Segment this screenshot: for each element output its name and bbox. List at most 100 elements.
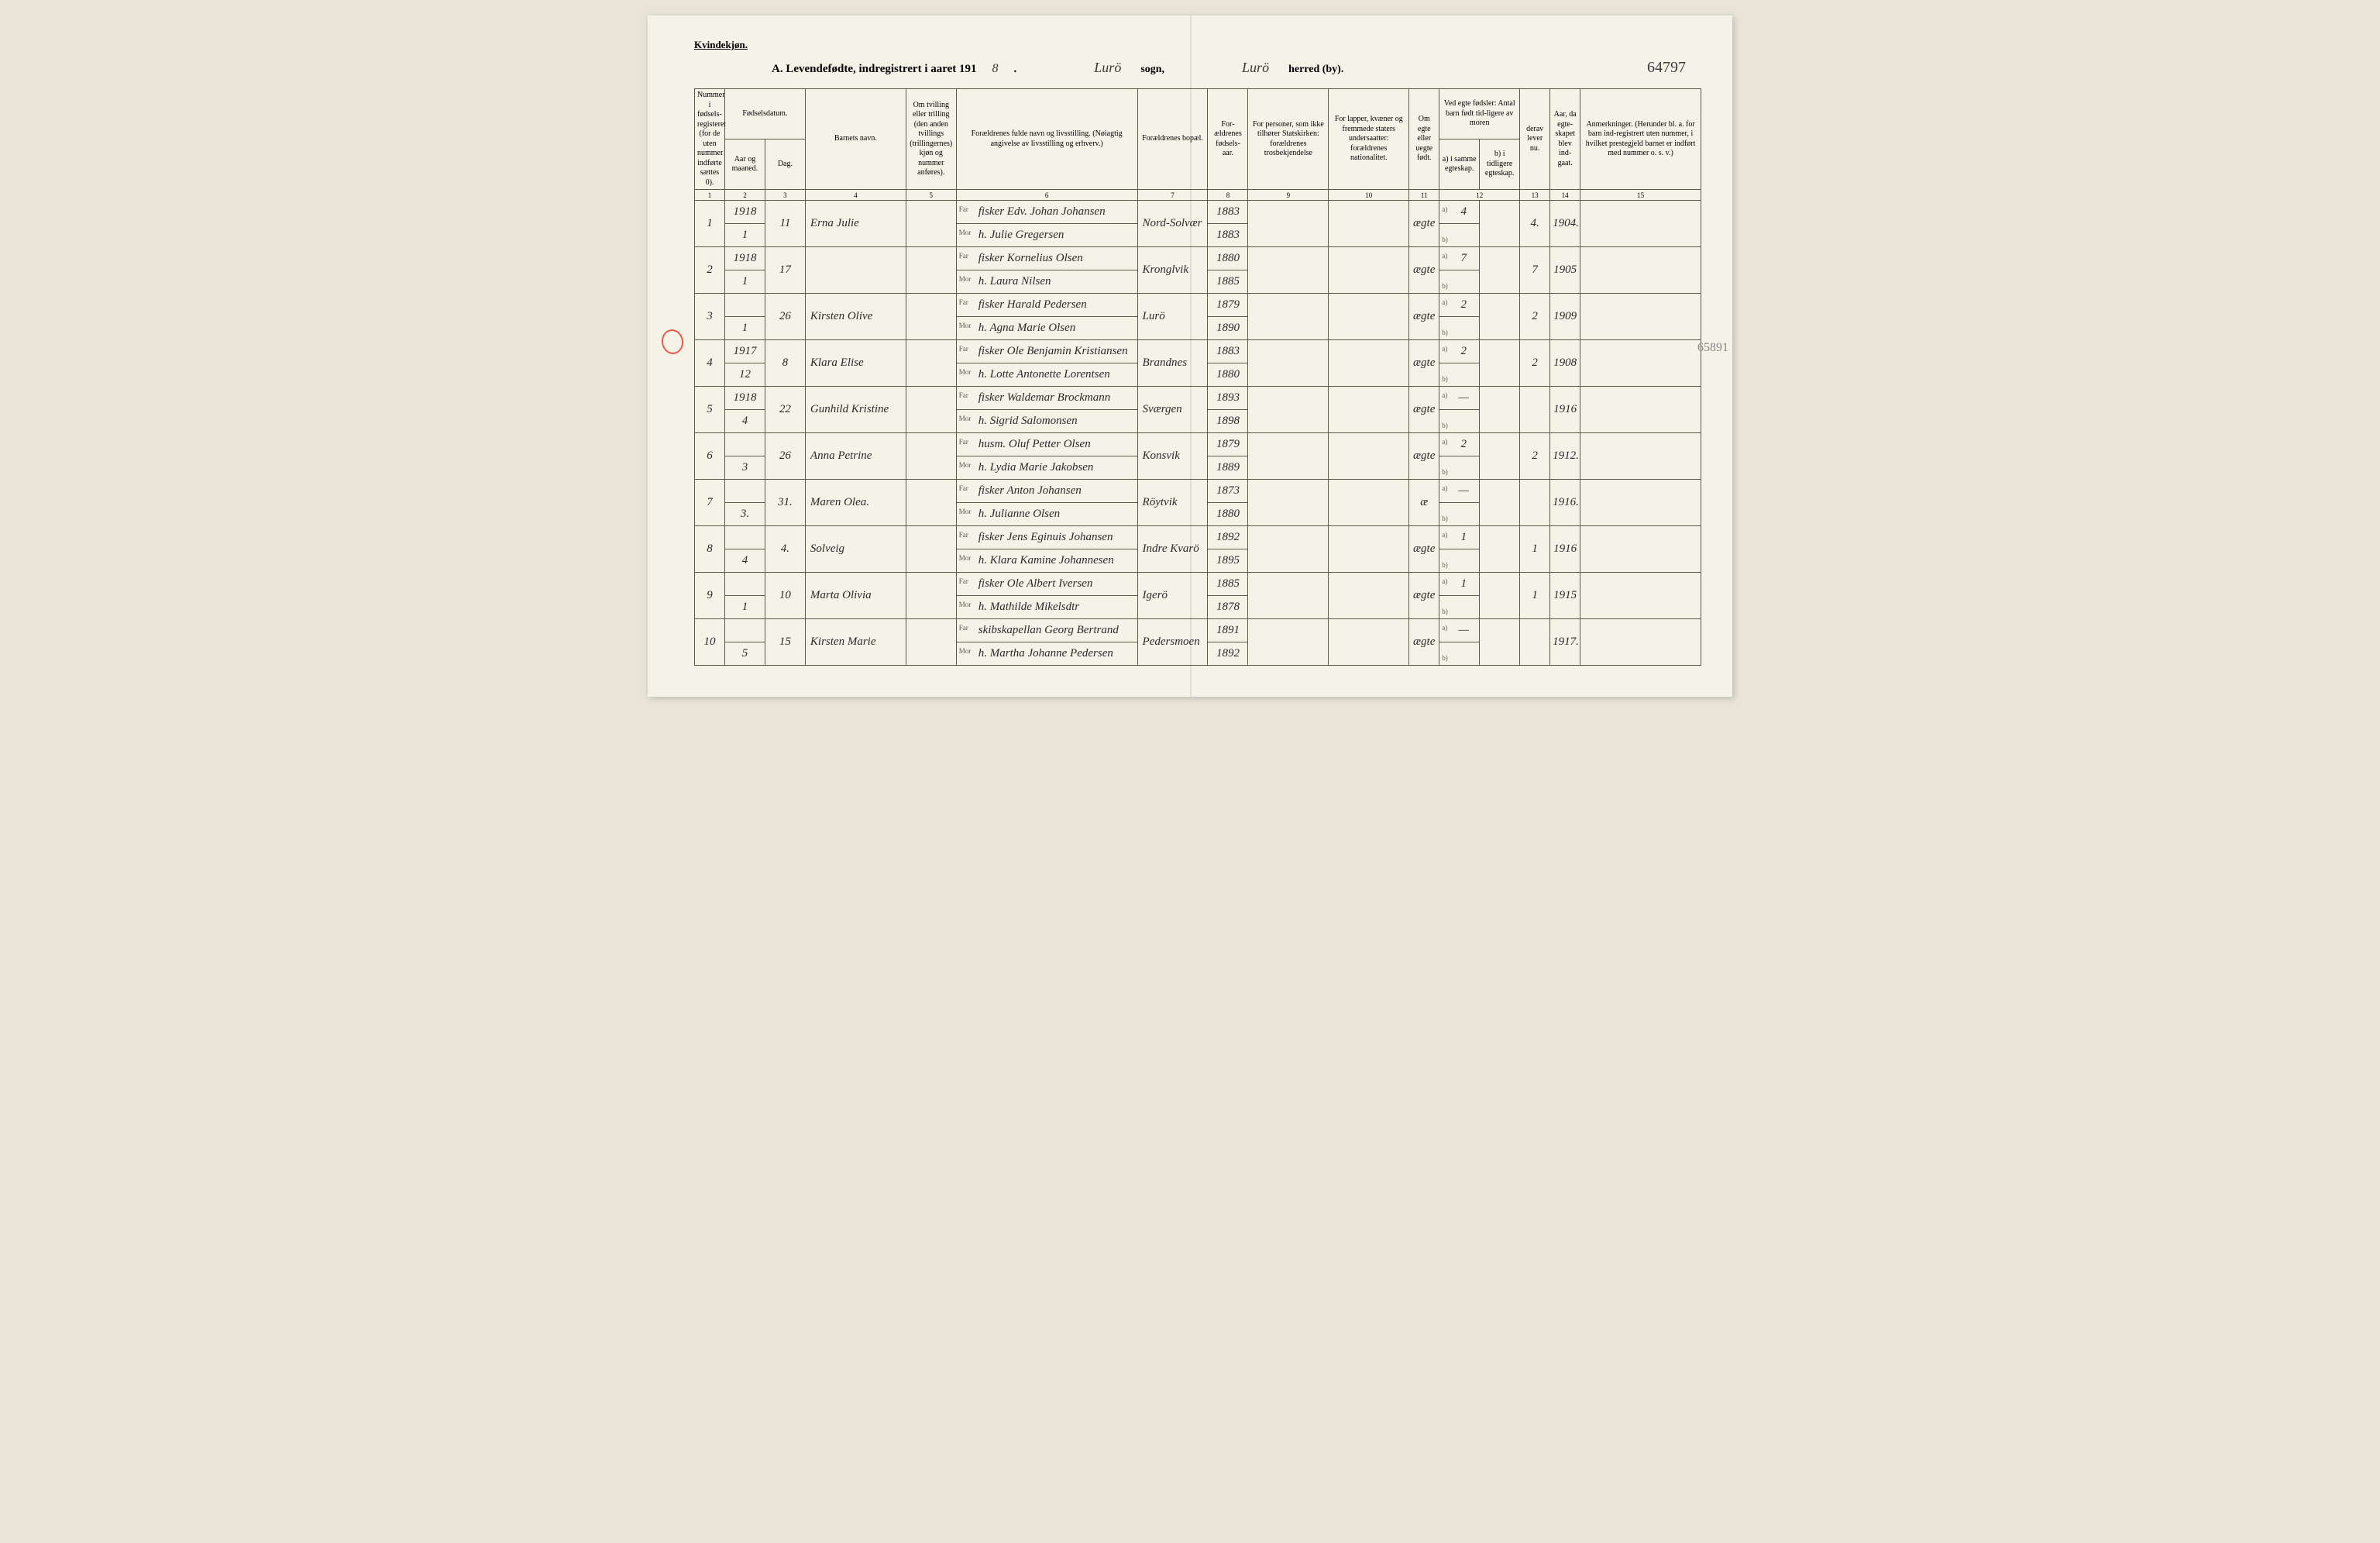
col-header-year-month: Aar og maaned. — [724, 139, 765, 190]
cell-year: 1918 — [724, 247, 765, 270]
table-row: 326Kirsten OliveFarfisker Harald Pederse… — [695, 294, 1701, 317]
gender-heading: Kvindekjøn. — [694, 39, 1701, 51]
cell-religion — [1248, 247, 1329, 294]
cell-marriage-year: 1917. — [1550, 619, 1580, 666]
cell-mother-birthyear: 1885 — [1208, 270, 1248, 294]
cell-living: 1 — [1520, 526, 1550, 573]
reference-number: 64797 — [1647, 59, 1686, 77]
col-header-marriage-year: Aar, da egte-skapet blev ind-gaat. — [1550, 89, 1580, 190]
col-header-residence: Forældrenes bopæl. — [1137, 89, 1208, 190]
cell-day: 8 — [765, 340, 805, 387]
cell-twin — [906, 387, 956, 433]
title-main: A. Levendefødte, indregistrert i aaret 1… — [772, 63, 977, 76]
table-row: 1191811Erna JulieFarfisker Edv. Johan Jo… — [695, 201, 1701, 224]
table-row: 626Anna PetrineFarhusm. Oluf Petter Olse… — [695, 433, 1701, 456]
cell-mother: Morh. Agna Marie Olsen — [956, 317, 1137, 340]
cell-prior-a: a)1 — [1439, 526, 1480, 549]
cell-prior-b — [1480, 387, 1520, 433]
cell-day: 10 — [765, 573, 805, 619]
cell-living — [1520, 480, 1550, 526]
cell-living: 2 — [1520, 433, 1550, 480]
cell-legitimate: ægte — [1409, 294, 1439, 340]
cell-father-birthyear: 1879 — [1208, 433, 1248, 456]
cell-mother-birthyear: 1892 — [1208, 642, 1248, 666]
cell-nationality — [1329, 573, 1409, 619]
cell-living: 1 — [1520, 573, 1550, 619]
cell-prior-b — [1480, 294, 1520, 340]
cell-residence: Brandnes — [1137, 340, 1208, 387]
cell-prior-b — [1480, 526, 1520, 573]
cell-child-name: Erna Julie — [805, 201, 906, 247]
cell-prior-b — [1480, 340, 1520, 387]
cell-twin — [906, 247, 956, 294]
cell-number: 9 — [695, 573, 725, 619]
cell-father-birthyear: 1885 — [1208, 573, 1248, 596]
cell-religion — [1248, 619, 1329, 666]
cell-legitimate: ægte — [1409, 201, 1439, 247]
register-page: 65891 Kvindekjøn. A. Levendefødte, indre… — [648, 15, 1732, 697]
cell-prior-b-label: b) — [1439, 410, 1480, 433]
cell-mother-birthyear: 1880 — [1208, 503, 1248, 526]
herred-label: herred (by). — [1288, 64, 1343, 76]
cell-prior-b-label: b) — [1439, 456, 1480, 480]
cell-residence: Sværgen — [1137, 387, 1208, 433]
cell-child-name: Solveig — [805, 526, 906, 573]
colnum: 10 — [1329, 190, 1409, 201]
cell-father: Farskibskapellan Georg Bertrand — [956, 619, 1137, 642]
cell-month: 3 — [724, 456, 765, 480]
cell-marriage-year: 1909 — [1550, 294, 1580, 340]
cell-prior-b-label: b) — [1439, 363, 1480, 387]
cell-notes — [1580, 294, 1701, 340]
column-number-row: 1 2 3 4 5 6 7 8 9 10 11 12 13 14 15 — [695, 190, 1701, 201]
cell-father: Farfisker Harald Pedersen — [956, 294, 1137, 317]
cell-marriage-year: 1916 — [1550, 387, 1580, 433]
cell-number: 7 — [695, 480, 725, 526]
col-header-parents: Forældrenes fulde navn og livsstilling. … — [956, 89, 1137, 190]
cell-legitimate: ægte — [1409, 619, 1439, 666]
col-header-same-marriage: a) i samme egteskap. — [1439, 139, 1480, 190]
cell-month: 1 — [724, 596, 765, 619]
cell-marriage-year: 1915 — [1550, 573, 1580, 619]
cell-marriage-year: 1912. — [1550, 433, 1580, 480]
cell-month: 5 — [724, 642, 765, 666]
cell-month: 1 — [724, 317, 765, 340]
cell-notes — [1580, 340, 1701, 387]
cell-prior-b-label: b) — [1439, 224, 1480, 247]
sogn-label: sogn, — [1140, 64, 1164, 76]
cell-number: 1 — [695, 201, 725, 247]
cell-living: 2 — [1520, 294, 1550, 340]
cell-prior-b — [1480, 433, 1520, 480]
cell-prior-b-label: b) — [1439, 549, 1480, 573]
cell-legitimate: ægte — [1409, 573, 1439, 619]
cell-twin — [906, 480, 956, 526]
cell-year: 1918 — [724, 387, 765, 410]
col-header-legitimate: Om egte eller uegte født. — [1409, 89, 1439, 190]
col-header-religion: For personer, som ikke tilhører Statskir… — [1248, 89, 1329, 190]
cell-marriage-year: 1916 — [1550, 526, 1580, 573]
cell-month: 4 — [724, 549, 765, 573]
cell-mother-birthyear: 1898 — [1208, 410, 1248, 433]
cell-religion — [1248, 201, 1329, 247]
cell-nationality — [1329, 619, 1409, 666]
cell-prior-b-label: b) — [1439, 270, 1480, 294]
cell-nationality — [1329, 480, 1409, 526]
cell-mother: Morh. Klara Kamine Johannesen — [956, 549, 1137, 573]
cell-year — [724, 573, 765, 596]
table-row: 731.Maren Olea.Farfisker Anton JohansenR… — [695, 480, 1701, 503]
col-header-day: Dag. — [765, 139, 805, 190]
col-header-birthdate: Fødselsdatum. — [724, 89, 805, 139]
table-row: 84.SolveigFarfisker Jens Eginuis Johanse… — [695, 526, 1701, 549]
cell-mother: Morh. Lotte Antonette Lorentsen — [956, 363, 1137, 387]
cell-day: 15 — [765, 619, 805, 666]
cell-mother: Morh. Julianne Olsen — [956, 503, 1137, 526]
cell-twin — [906, 294, 956, 340]
cell-legitimate: ægte — [1409, 433, 1439, 480]
cell-marriage-year: 1916. — [1550, 480, 1580, 526]
header-row-1: Nummer i fødsels-registeret (for de uten… — [695, 89, 1701, 139]
cell-living: 2 — [1520, 340, 1550, 387]
cell-notes — [1580, 573, 1701, 619]
cell-religion — [1248, 433, 1329, 480]
cell-nationality — [1329, 526, 1409, 573]
cell-residence: Konsvik — [1137, 433, 1208, 480]
cell-year — [724, 619, 765, 642]
